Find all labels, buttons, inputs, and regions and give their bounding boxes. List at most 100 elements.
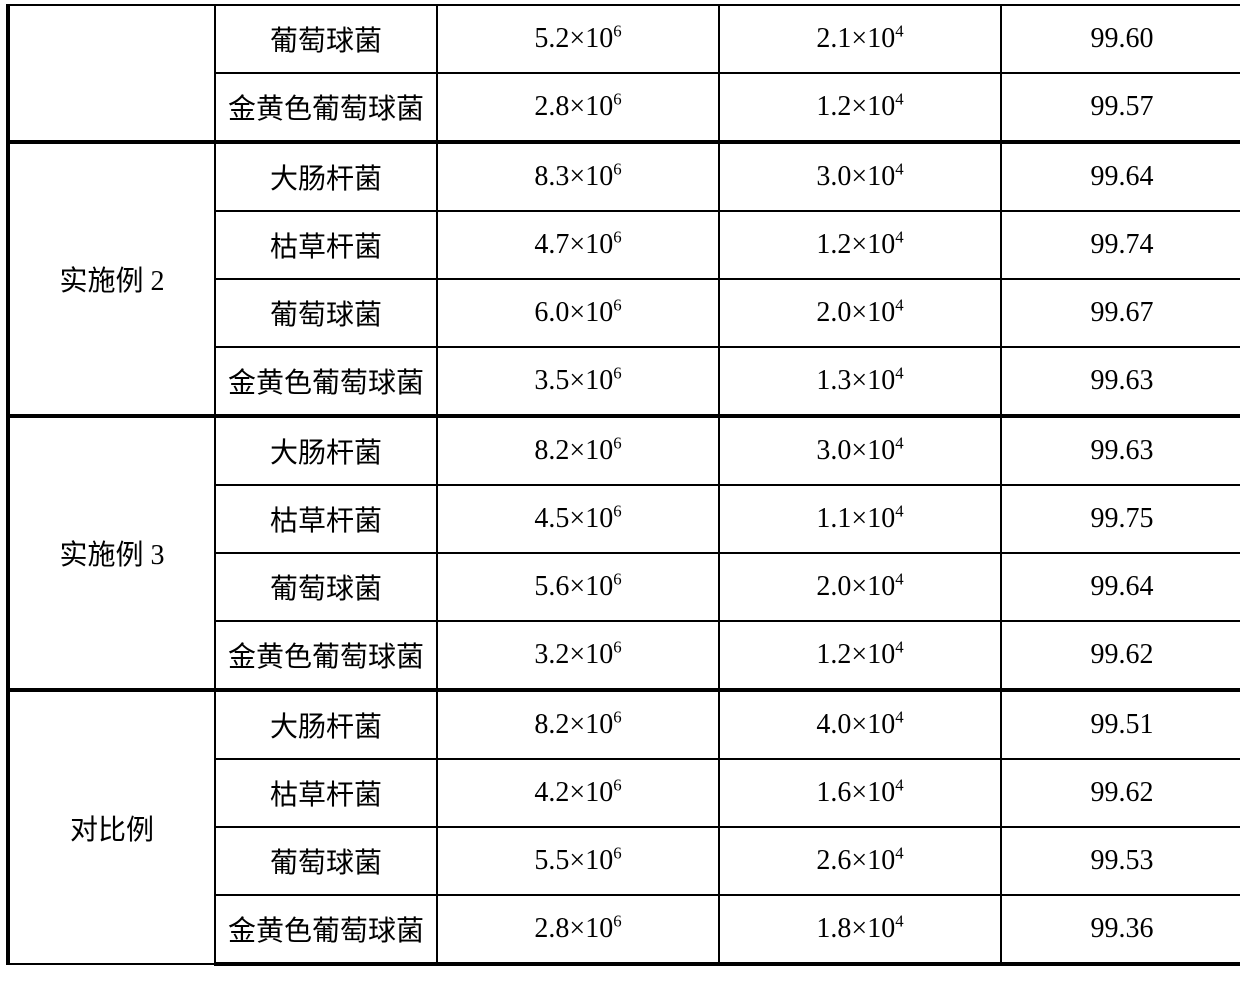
value1-cell: 2.8×106 bbox=[437, 895, 719, 964]
value2-cell: 1.1×104 bbox=[719, 485, 1001, 553]
bacterium-cell: 枯草杆菌 bbox=[215, 485, 437, 553]
group-label: 实施例 2 bbox=[8, 142, 215, 416]
v1-exp: 6 bbox=[613, 296, 621, 315]
value2-cell: 1.2×104 bbox=[719, 621, 1001, 690]
value1-cell: 3.5×106 bbox=[437, 347, 719, 416]
v1-exp: 6 bbox=[613, 22, 621, 41]
v2-exp: 4 bbox=[895, 296, 903, 315]
percent-cell: 99.62 bbox=[1001, 621, 1240, 690]
v1-coef: 4.2 bbox=[534, 777, 569, 808]
v1-exp: 6 bbox=[613, 228, 621, 247]
group-label: 实施例 3 bbox=[8, 416, 215, 690]
bacterium-cell: 枯草杆菌 bbox=[215, 759, 437, 827]
v2-coef: 2.1 bbox=[816, 23, 851, 54]
bacterium-cell: 葡萄球菌 bbox=[215, 553, 437, 621]
bacterium-cell: 大肠杆菌 bbox=[215, 142, 437, 211]
v1-exp: 6 bbox=[613, 160, 621, 179]
value1-cell: 2.8×106 bbox=[437, 73, 719, 142]
value2-cell: 4.0×104 bbox=[719, 690, 1001, 759]
v1-coef: 8.3 bbox=[534, 161, 569, 192]
v2-exp: 4 bbox=[895, 776, 903, 795]
v2-exp: 4 bbox=[895, 228, 903, 247]
v1-coef: 4.7 bbox=[534, 229, 569, 260]
v2-coef: 1.6 bbox=[816, 777, 851, 808]
v2-exp: 4 bbox=[895, 502, 903, 521]
value1-cell: 8.3×106 bbox=[437, 142, 719, 211]
v1-exp: 6 bbox=[613, 434, 621, 453]
v1-coef: 8.2 bbox=[534, 435, 569, 466]
percent-cell: 99.36 bbox=[1001, 895, 1240, 964]
v2-coef: 1.2 bbox=[816, 639, 851, 670]
v2-coef: 3.0 bbox=[816, 435, 851, 466]
v2-coef: 1.8 bbox=[816, 913, 851, 944]
percent-cell: 99.75 bbox=[1001, 485, 1240, 553]
value2-cell: 2.6×104 bbox=[719, 827, 1001, 895]
v1-exp: 6 bbox=[613, 570, 621, 589]
v2-coef: 3.0 bbox=[816, 161, 851, 192]
value1-cell: 5.6×106 bbox=[437, 553, 719, 621]
v1-exp: 6 bbox=[613, 90, 621, 109]
value1-cell: 3.2×106 bbox=[437, 621, 719, 690]
percent-cell: 99.63 bbox=[1001, 347, 1240, 416]
v2-coef: 2.0 bbox=[816, 571, 851, 602]
bacterium-cell: 大肠杆菌 bbox=[215, 416, 437, 485]
v2-exp: 4 bbox=[895, 90, 903, 109]
v2-coef: 1.2 bbox=[816, 229, 851, 260]
v1-exp: 6 bbox=[613, 502, 621, 521]
v2-coef: 1.3 bbox=[816, 365, 851, 396]
v1-coef: 2.8 bbox=[534, 91, 569, 122]
value1-cell: 6.0×106 bbox=[437, 279, 719, 347]
percent-cell: 99.64 bbox=[1001, 553, 1240, 621]
group-label: 对比例 bbox=[8, 690, 215, 964]
value1-cell: 5.2×106 bbox=[437, 5, 719, 73]
percent-cell: 99.51 bbox=[1001, 690, 1240, 759]
value1-cell: 8.2×106 bbox=[437, 690, 719, 759]
percent-cell: 99.67 bbox=[1001, 279, 1240, 347]
bacterium-cell: 葡萄球菌 bbox=[215, 827, 437, 895]
percent-cell: 99.64 bbox=[1001, 142, 1240, 211]
value2-cell: 3.0×104 bbox=[719, 142, 1001, 211]
value2-cell: 2.1×104 bbox=[719, 5, 1001, 73]
v2-exp: 4 bbox=[895, 160, 903, 179]
v2-coef: 1.2 bbox=[816, 91, 851, 122]
value1-cell: 4.2×106 bbox=[437, 759, 719, 827]
bacterium-cell: 枯草杆菌 bbox=[215, 211, 437, 279]
percent-cell: 99.62 bbox=[1001, 759, 1240, 827]
v1-coef: 3.2 bbox=[534, 639, 569, 670]
v2-exp: 4 bbox=[895, 22, 903, 41]
v2-exp: 4 bbox=[895, 708, 903, 727]
bacterium-cell: 金黄色葡萄球菌 bbox=[215, 347, 437, 416]
value2-cell: 1.8×104 bbox=[719, 895, 1001, 964]
value1-cell: 5.5×106 bbox=[437, 827, 719, 895]
percent-cell: 99.60 bbox=[1001, 5, 1240, 73]
bacterium-cell: 金黄色葡萄球菌 bbox=[215, 895, 437, 964]
percent-cell: 99.57 bbox=[1001, 73, 1240, 142]
value1-cell: 4.5×106 bbox=[437, 485, 719, 553]
v2-coef: 2.0 bbox=[816, 297, 851, 328]
v2-exp: 4 bbox=[895, 364, 903, 383]
value1-cell: 8.2×106 bbox=[437, 416, 719, 485]
bacterium-cell: 金黄色葡萄球菌 bbox=[215, 73, 437, 142]
value2-cell: 1.6×104 bbox=[719, 759, 1001, 827]
value1-cell: 4.7×106 bbox=[437, 211, 719, 279]
v1-coef: 5.6 bbox=[534, 571, 569, 602]
v1-exp: 6 bbox=[613, 364, 621, 383]
v1-exp: 6 bbox=[613, 708, 621, 727]
v1-exp: 6 bbox=[613, 638, 621, 657]
value2-cell: 1.3×104 bbox=[719, 347, 1001, 416]
value2-cell: 2.0×104 bbox=[719, 279, 1001, 347]
v2-coef: 4.0 bbox=[816, 709, 851, 740]
antibacterial-results-table: 葡萄球菌 5.2×106 2.1×104 99.60 金黄色葡萄球菌 2.8×1… bbox=[6, 4, 1240, 966]
value2-cell: 1.2×104 bbox=[719, 73, 1001, 142]
v2-exp: 4 bbox=[895, 844, 903, 863]
percent-cell: 99.63 bbox=[1001, 416, 1240, 485]
v2-exp: 4 bbox=[895, 434, 903, 453]
bacterium-cell: 大肠杆菌 bbox=[215, 690, 437, 759]
value2-cell: 1.2×104 bbox=[719, 211, 1001, 279]
v1-exp: 6 bbox=[613, 776, 621, 795]
v2-exp: 4 bbox=[895, 570, 903, 589]
v1-exp: 6 bbox=[613, 844, 621, 863]
v1-exp: 6 bbox=[613, 912, 621, 931]
percent-cell: 99.74 bbox=[1001, 211, 1240, 279]
v1-coef: 8.2 bbox=[534, 709, 569, 740]
